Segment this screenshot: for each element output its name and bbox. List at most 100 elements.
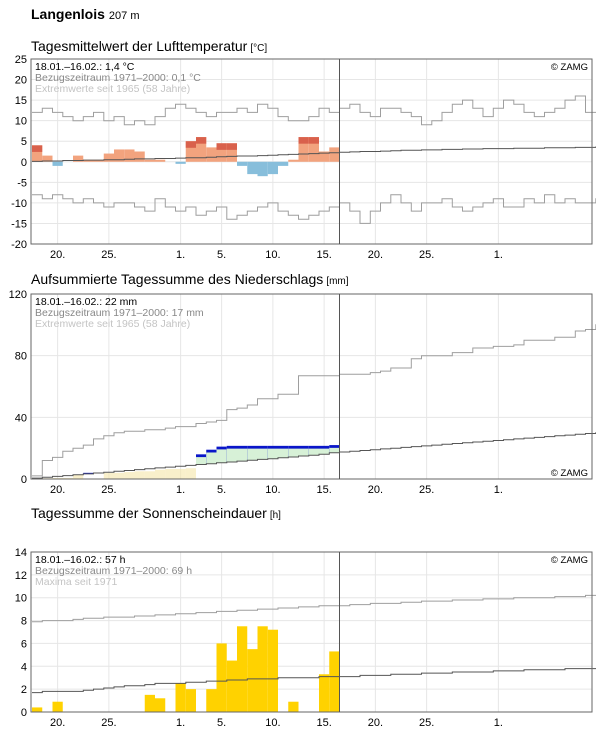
precip-y-tick-label: 0 — [21, 474, 27, 486]
sun-legend-normal: Bezugszeitraum 1971–2000: 69 h — [35, 565, 192, 577]
sun-bar — [206, 689, 217, 712]
sunshine-chart-title: Tagessumme der Sonnenscheindauer [h] — [31, 505, 281, 521]
sun-bar — [319, 674, 330, 712]
sun-bar — [155, 698, 166, 712]
station-header: Langenlois 207 m — [31, 6, 139, 22]
temp-x-tick-label: 20. — [368, 249, 383, 261]
temp-bar-anomaly — [298, 137, 309, 144]
precip-x-tick-label: 1. — [176, 484, 185, 496]
temp-bar — [103, 153, 114, 160]
sun-x-tick-label: 5. — [217, 717, 226, 729]
sun-legend-extremes: Maxima seit 1971 — [35, 576, 117, 588]
precipitation-chart: 120 80 40 0 20. 25. 1. 5. 10. 15. 20. 25. 1. 18.01.–1… — [9, 289, 596, 496]
sun-x-tick-label: 15. — [316, 717, 331, 729]
sun-bar — [247, 649, 258, 712]
temp-bar-cold — [52, 161, 63, 166]
temp-legend-normal: Bezugszeitraum 1971–2000: 0,1 °C — [35, 72, 201, 84]
sun-y-tick-label: 10 — [15, 593, 27, 605]
precip-bar-below — [175, 468, 186, 479]
temp-bar — [319, 151, 330, 154]
sun-y-tick-label: 8 — [21, 616, 27, 628]
temp-bar-base — [134, 158, 145, 162]
precip-plot-frame — [30, 293, 593, 480]
precip-x-tick-label: 15. — [316, 484, 331, 496]
temp-y-tick-label: -10 — [11, 198, 27, 210]
temp-y-tick-label: 10 — [15, 116, 27, 128]
temp-y-tick-label: 20 — [15, 75, 27, 87]
sun-bar — [267, 629, 278, 712]
temp-y-tick-label: 0 — [21, 157, 27, 169]
precip-legend-current: 18.01.–16.02.: 22 mm — [35, 296, 137, 308]
sun-bar — [329, 651, 340, 712]
precip-x-tick-label: 25. — [419, 484, 434, 496]
temp-bar — [216, 143, 227, 157]
precip-bar-below — [114, 472, 125, 479]
precip-bar-excess-fill — [298, 448, 309, 457]
temp-bar-base — [83, 160, 94, 162]
precip-bar-excess-fill — [206, 452, 217, 464]
precip-bar-excess-fill — [247, 448, 258, 461]
precip-bar-excess-fill — [196, 457, 207, 465]
precip-bar-excess-fill — [329, 447, 340, 453]
temp-x-tick-label: 1. — [176, 249, 185, 261]
temp-bar-anomaly — [216, 143, 227, 150]
temp-y-tick-label: 5 — [21, 136, 27, 148]
temp-y-tick-label: 15 — [15, 95, 27, 107]
sun-x-tick-label: 1. — [176, 717, 185, 729]
temp-max-extreme-line — [32, 95, 596, 126]
sun-bar — [144, 694, 155, 712]
precip-y-tick-label: 40 — [15, 412, 27, 424]
station-name: Langenlois — [31, 6, 105, 22]
temp-plot-frame — [30, 58, 593, 245]
temp-x-tick-label: 25. — [419, 249, 434, 261]
precip-x-tick-label: 1. — [494, 484, 503, 496]
precip-bar-excess-fill — [278, 448, 289, 458]
temp-bar-cold — [278, 161, 289, 166]
temp-bar — [329, 147, 340, 153]
sun-y-tick-label: 0 — [21, 707, 27, 719]
precip-y-tick-label: 120 — [9, 289, 27, 301]
station-altitude: 207 m — [108, 10, 140, 22]
sun-y-tick-label: 12 — [15, 570, 27, 582]
temp-bar-base — [216, 156, 227, 162]
sun-y-tick-label: 6 — [21, 638, 27, 650]
sun-x-tick-label: 20. — [368, 717, 383, 729]
temp-bar-anomaly — [32, 145, 43, 152]
temp-x-tick-label: 25. — [101, 249, 116, 261]
sun-bar — [257, 626, 268, 712]
temp-min-extreme-line — [32, 194, 596, 224]
precip-y-tick-label: 80 — [15, 351, 27, 363]
temp-bar — [42, 155, 53, 161]
precip-max-extreme-line — [32, 324, 596, 477]
sun-y-tick-label: 4 — [21, 661, 27, 673]
precip-legend-extremes: Extremwerte seit 1965 (58 Jahre) — [35, 318, 190, 330]
sun-bar — [32, 707, 43, 712]
temp-bar-base — [196, 157, 207, 162]
temp-bar — [114, 149, 125, 160]
temp-bar-base — [73, 160, 84, 162]
temp-x-tick-label: 20. — [50, 249, 65, 261]
temp-bar — [308, 137, 319, 154]
temp-bar-base — [329, 152, 340, 162]
temp-bar-anomaly — [226, 143, 237, 150]
sun-y-tick-label: 2 — [21, 684, 27, 696]
precipitation-chart-title: Aufsummierte Tagessumme des Niederschlag… — [31, 271, 349, 287]
precip-bar-below — [165, 468, 176, 479]
temp-bar-base — [206, 157, 217, 162]
temperature-chart-title: Tagesmittelwert der Lufttemperatur [°C] — [31, 38, 267, 54]
temp-bar-anomaly — [185, 141, 196, 148]
temp-bar — [206, 147, 217, 158]
temp-bar-base — [155, 159, 166, 162]
sun-x-tick-label: 1. — [494, 717, 503, 729]
precip-bar-below — [52, 477, 63, 479]
sun-max-line — [32, 594, 596, 623]
temp-bar-base — [226, 156, 237, 162]
sun-bar — [52, 701, 63, 712]
sunshine-chart: 14 12 10 8 6 4 2 0 20. 25. 1. 5. 10. 15. 20. 25. 1. 18.01… — [15, 547, 596, 729]
precip-bar-below — [124, 472, 135, 479]
precip-x-tick-label: 20. — [50, 484, 65, 496]
precipitation-title-text: Aufsummierte Tagessumme des Niederschlag… — [31, 271, 324, 287]
sun-normal-line — [32, 668, 596, 694]
temp-bar-cold — [237, 161, 248, 166]
temp-bar-cold — [257, 161, 268, 177]
